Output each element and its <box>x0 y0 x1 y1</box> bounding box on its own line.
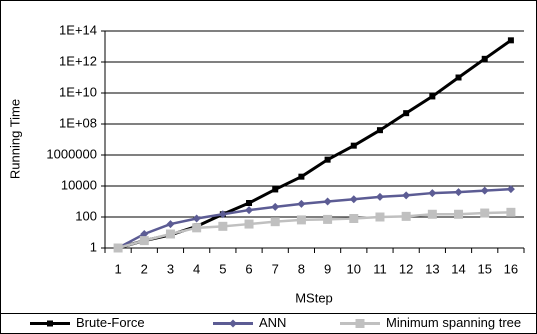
point <box>402 191 411 200</box>
x-tick-label: 13 <box>425 261 439 276</box>
point <box>506 207 516 217</box>
x-tick-label: 1 <box>114 261 121 276</box>
point <box>298 173 305 180</box>
x-tick-label: 7 <box>272 261 279 276</box>
point <box>506 185 515 194</box>
legend-marker <box>47 320 53 327</box>
y-tick-label: 10000 <box>61 177 97 192</box>
point <box>272 186 279 193</box>
legend-label: Minimum spanning tree <box>386 315 521 330</box>
point <box>480 208 490 218</box>
y-tick-label: 1E+14 <box>59 22 97 37</box>
legend-label: ANN <box>259 315 286 330</box>
point <box>192 214 201 223</box>
point <box>113 243 123 253</box>
point <box>165 229 175 239</box>
point <box>401 211 411 221</box>
legend-marker <box>229 319 237 328</box>
x-tick-label: 5 <box>219 261 226 276</box>
point <box>375 212 385 222</box>
y-tick-label: 100 <box>75 208 97 223</box>
y-tick-label: 1E+08 <box>59 115 97 130</box>
point <box>429 93 436 100</box>
point <box>454 188 463 197</box>
x-tick-label: 3 <box>167 261 174 276</box>
x-tick-label: 11 <box>373 261 387 276</box>
point <box>323 214 333 224</box>
x-tick-label: 16 <box>504 261 518 276</box>
point <box>296 215 306 225</box>
point <box>428 189 437 198</box>
point <box>480 186 489 195</box>
point <box>349 195 358 204</box>
point <box>350 142 357 149</box>
x-tick-label: 4 <box>193 261 200 276</box>
point <box>139 236 149 246</box>
point <box>403 110 410 117</box>
point <box>297 199 306 208</box>
point <box>218 221 228 231</box>
point <box>192 223 202 233</box>
point <box>271 202 280 211</box>
point <box>454 209 464 219</box>
x-axis-title: MStep <box>295 290 333 305</box>
point <box>324 156 331 163</box>
x-tick-label: 10 <box>347 261 361 276</box>
series-line <box>117 187 511 250</box>
y-axis-title: Running Time <box>7 99 22 179</box>
legend-marker <box>355 319 365 328</box>
legend-label: Brute-Force <box>76 315 145 330</box>
point <box>245 206 254 215</box>
y-tick-label: 1E+12 <box>59 53 97 68</box>
point <box>507 37 514 44</box>
y-tick-label: 1 <box>90 239 97 254</box>
point <box>323 197 332 206</box>
x-tick-label: 9 <box>324 261 331 276</box>
point <box>375 192 384 201</box>
series-line <box>117 211 511 250</box>
point <box>481 55 488 62</box>
x-tick-label: 2 <box>141 261 148 276</box>
point <box>376 127 383 134</box>
x-tick-label: 15 <box>477 261 491 276</box>
point <box>349 214 359 224</box>
point <box>166 220 175 229</box>
y-tick-label: 1000000 <box>46 146 97 161</box>
point <box>140 230 149 239</box>
x-tick-label: 6 <box>245 261 252 276</box>
point <box>270 217 280 227</box>
point <box>455 74 462 81</box>
x-tick-label: 14 <box>451 261 465 276</box>
x-tick-label: 12 <box>399 261 413 276</box>
y-tick-label: 1E+10 <box>59 84 97 99</box>
point <box>427 209 437 219</box>
x-tick-label: 8 <box>298 261 305 276</box>
point <box>244 219 254 229</box>
point <box>246 200 253 207</box>
point <box>218 210 227 219</box>
